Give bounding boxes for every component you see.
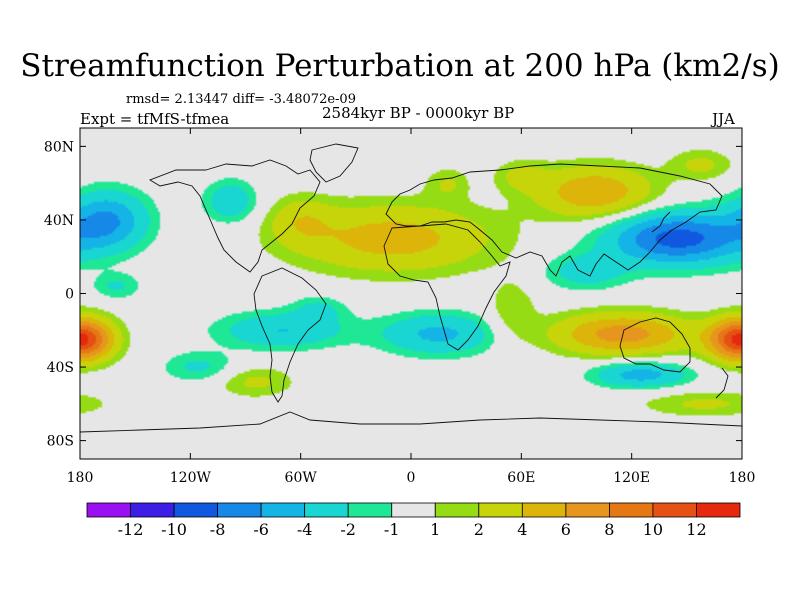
colorbar-swatch-10 bbox=[521, 502, 567, 518]
coastlines bbox=[79, 143, 743, 433]
y-tick-label-2: 0 bbox=[65, 287, 74, 303]
y-tick-label-1: 40N bbox=[44, 213, 74, 229]
colorbar-label-7: 1 bbox=[430, 520, 440, 539]
colorbar: -12 -10 -8 -6 -4 -2 -1 1 2 4 6 8 10 12 bbox=[86, 502, 741, 539]
x-tick-label-4: 60E bbox=[507, 470, 535, 486]
colorbar-label-1: -10 bbox=[161, 520, 187, 539]
colorbar-label-9: 4 bbox=[517, 520, 527, 539]
colorbar-swatch-5 bbox=[304, 502, 349, 518]
x-tick-label-2: 60W bbox=[285, 470, 318, 486]
x-tick-label-6: 180 bbox=[729, 470, 756, 486]
x-tick-label-5: 120E bbox=[613, 470, 650, 486]
colorbar-swatch-7 bbox=[391, 502, 436, 518]
colorbar-swatch-6 bbox=[347, 502, 393, 518]
colorbar-swatch-8 bbox=[434, 502, 480, 518]
colorbar-label-12: 10 bbox=[643, 520, 663, 539]
colorbar-label-11: 8 bbox=[604, 520, 614, 539]
experiment-label: Expt = tfMfS-tfmea bbox=[80, 110, 230, 128]
colorbar-swatch-9 bbox=[478, 502, 523, 518]
y-tick-label-0: 80N bbox=[44, 139, 74, 155]
colorbar-label-13: 12 bbox=[686, 520, 706, 539]
colorbar-label-3: -6 bbox=[253, 520, 269, 539]
coast-new-zealand bbox=[715, 367, 729, 399]
colorbar-swatch-4 bbox=[260, 502, 306, 518]
period-label: 2584kyr BP - 0000kyr BP bbox=[322, 104, 515, 122]
colorbar-swatch-12 bbox=[609, 502, 654, 518]
colorbar-swatch-13 bbox=[652, 502, 697, 518]
chart-title: Streamfunction Perturbation at 200 hPa (… bbox=[20, 48, 780, 84]
colorbar-swatch-14 bbox=[696, 502, 741, 518]
colorbar-label-2: -8 bbox=[210, 520, 226, 539]
coast-north-america bbox=[148, 159, 321, 273]
coast-eurasia bbox=[385, 163, 723, 277]
colorbar-label-0: -12 bbox=[118, 520, 144, 539]
y-tick-label-4: 80S bbox=[47, 434, 74, 450]
streamfunction-field bbox=[80, 128, 742, 459]
colorbar-label-4: -4 bbox=[297, 520, 313, 539]
season-label: JJA bbox=[712, 110, 735, 128]
colorbar-swatch-11 bbox=[565, 502, 610, 518]
x-tick-label-1: 120W bbox=[170, 470, 212, 486]
colorbar-swatch-0 bbox=[86, 502, 131, 518]
axes: 180 120W 60W 0 60E 120E 180 80N 40N 0 40S 80S bbox=[44, 128, 755, 486]
colorbar-label-8: 2 bbox=[474, 520, 484, 539]
colorbar-swatch-2 bbox=[173, 502, 218, 518]
colorbar-swatch-1 bbox=[130, 502, 175, 518]
y-tick-label-3: 40S bbox=[47, 360, 74, 376]
colorbar-label-10: 6 bbox=[561, 520, 571, 539]
x-tick-label-3: 0 bbox=[407, 470, 416, 486]
coast-japan bbox=[651, 211, 671, 233]
coast-antarctica bbox=[79, 411, 743, 433]
stats-text: rmsd= 2.13447 diff= -3.48072e-09 bbox=[126, 92, 356, 107]
coast-africa bbox=[383, 223, 511, 351]
colorbar-swatch-3 bbox=[217, 502, 262, 518]
colorbar-label-5: -2 bbox=[340, 520, 356, 539]
coast-australia bbox=[619, 317, 691, 373]
x-tick-label-0: 180 bbox=[67, 470, 94, 486]
coast-south-america bbox=[253, 267, 327, 403]
coast-greenland bbox=[309, 143, 359, 183]
colorbar-label-6: -1 bbox=[384, 520, 400, 539]
